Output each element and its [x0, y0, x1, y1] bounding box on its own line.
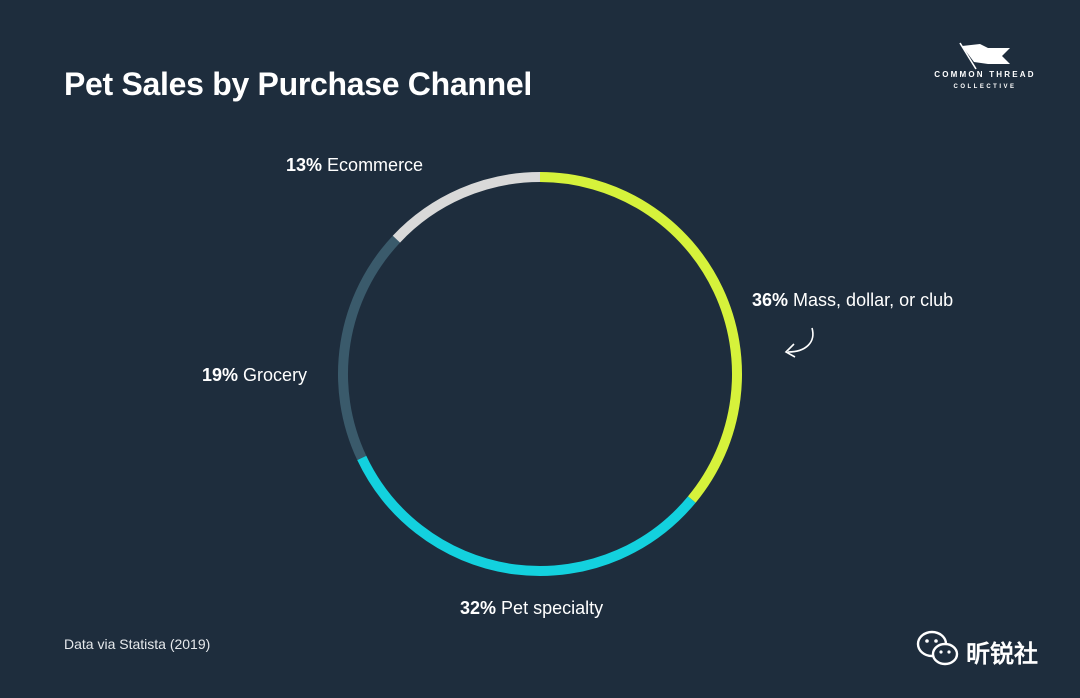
callout-arrow — [787, 327, 814, 353]
slice-percent: 36% — [752, 290, 789, 310]
slice-name: Pet specialty — [501, 598, 604, 618]
donut-slice-grocery — [338, 235, 401, 461]
logo-text-primary: COMMON THREAD — [934, 70, 1036, 79]
source-note: Data via Statista (2019) — [64, 636, 211, 652]
donut-slice-ecommerce — [392, 172, 541, 243]
slice-percent: 19% — [202, 365, 239, 385]
slice-label-grocery: 19% Grocery — [202, 365, 307, 386]
slice-name: Mass, dollar, or club — [793, 290, 954, 310]
wechat-icon — [916, 630, 959, 666]
slice-label-mass: 36% Mass, dollar, or club — [752, 290, 953, 311]
logo-text-secondary: COLLECTIVE — [953, 84, 1017, 90]
chart-title: Pet Sales by Purchase Channel — [64, 66, 532, 102]
arrow-head-icon — [784, 343, 796, 358]
slice-name: Ecommerce — [327, 155, 424, 175]
watermark: 昕锐社 — [916, 628, 1056, 672]
donut-slice-pet-specialty — [357, 455, 696, 576]
donut-slice-mass-dollar-or-club — [539, 172, 742, 503]
slice-percent: 13% — [286, 155, 323, 175]
slice-label-pet-specialty: 32% Pet specialty — [460, 598, 603, 619]
slice-percent: 32% — [460, 598, 497, 618]
slice-label-ecommerce: 13% Ecommerce — [286, 155, 423, 176]
watermark-text: 昕锐社 — [966, 640, 1038, 668]
flag-icon — [959, 42, 1010, 70]
donut-ring — [338, 172, 742, 576]
slice-name: Grocery — [243, 365, 308, 385]
brand-logo: COMMON THREAD COLLECTIVE — [920, 42, 1050, 98]
